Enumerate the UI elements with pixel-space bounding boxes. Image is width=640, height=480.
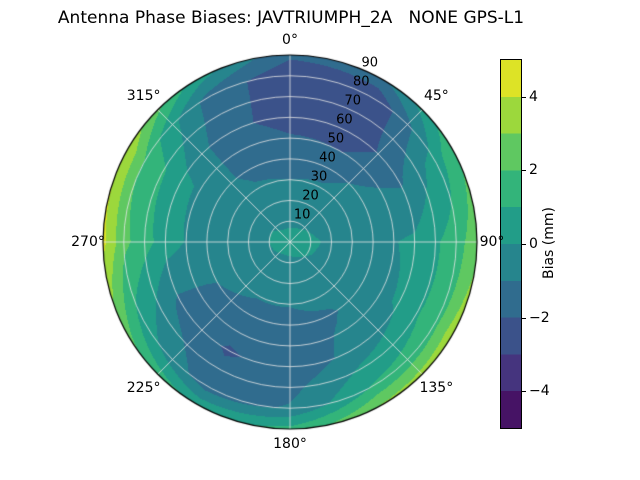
theta-tick-label: 0° xyxy=(282,32,298,48)
theta-tick-label: 225° xyxy=(126,380,161,397)
theta-tick-label: 315° xyxy=(126,87,161,104)
colorbar-tick xyxy=(522,391,526,393)
theta-tick-label: 135° xyxy=(419,380,454,397)
colorbar-tick xyxy=(522,244,526,245)
r-tick-label: 20 xyxy=(302,188,319,204)
colorbar-tick xyxy=(522,96,526,98)
colorbar-tick-label: 0 xyxy=(529,236,538,252)
colorbar-tick-label: 4 xyxy=(529,88,538,105)
r-tick-label: 40 xyxy=(319,150,336,166)
r-tick-label: 90 xyxy=(361,55,378,71)
r-tick-label: 80 xyxy=(352,74,370,90)
r-tick-label: 70 xyxy=(344,93,362,109)
colorbar-tick-label: −4 xyxy=(529,383,550,400)
colorbar xyxy=(500,59,522,429)
colorbar-tick-label: 2 xyxy=(529,162,538,179)
colorbar-gradient xyxy=(501,60,521,428)
theta-tick-label: 90° xyxy=(479,234,505,250)
r-tick-label: 50 xyxy=(327,131,345,147)
theta-tick-label: 45° xyxy=(423,87,449,104)
colorbar-tick xyxy=(522,317,526,319)
colorbar-tick xyxy=(522,170,526,172)
r-tick-label: 60 xyxy=(336,112,353,128)
theta-tick-label: 180° xyxy=(273,436,307,452)
theta-tick-label: 270° xyxy=(71,234,105,250)
r-tick-label: 10 xyxy=(293,207,311,223)
colorbar-axis-label: Bias (mm) xyxy=(541,206,557,280)
r-tick-label: 30 xyxy=(310,169,328,185)
colorbar-tick-label: −2 xyxy=(529,309,550,326)
